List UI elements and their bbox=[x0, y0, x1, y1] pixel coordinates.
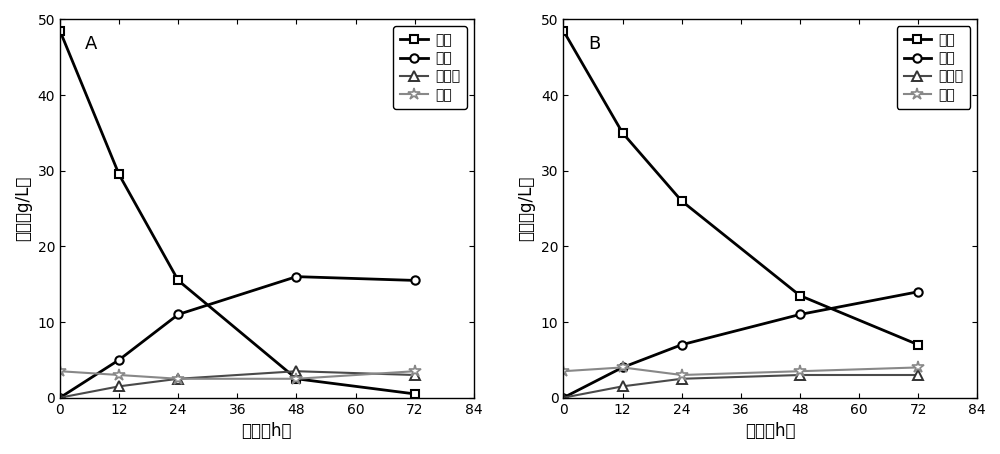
木糖醇 bbox=[676, 376, 688, 381]
乙酸 bbox=[794, 369, 806, 374]
乙酸 bbox=[912, 365, 924, 370]
X-axis label: 时间（h）: 时间（h） bbox=[242, 422, 292, 440]
乙酸 bbox=[557, 369, 569, 374]
乙醇 bbox=[557, 395, 569, 400]
乙醇 bbox=[794, 312, 806, 317]
Line: 木糖: 木糖 bbox=[56, 27, 419, 398]
Line: 乙酸: 乙酸 bbox=[54, 365, 421, 385]
Line: 乙醇: 乙醇 bbox=[56, 272, 419, 402]
Y-axis label: 浓度（g/L）: 浓度（g/L） bbox=[517, 176, 535, 241]
乙酸 bbox=[54, 369, 66, 374]
Text: A: A bbox=[85, 35, 97, 53]
乙醇 bbox=[113, 357, 125, 363]
乙醇 bbox=[617, 365, 629, 370]
乙酸 bbox=[290, 376, 302, 381]
木糖醇 bbox=[290, 369, 302, 374]
木糖醇 bbox=[912, 372, 924, 378]
乙酸 bbox=[676, 372, 688, 378]
木糖醇 bbox=[54, 395, 66, 400]
木糖 bbox=[54, 28, 66, 34]
Text: B: B bbox=[588, 35, 600, 53]
木糖 bbox=[676, 198, 688, 204]
木糖醇 bbox=[409, 372, 421, 378]
木糖醇 bbox=[617, 384, 629, 389]
乙醇 bbox=[290, 274, 302, 279]
木糖 bbox=[113, 172, 125, 177]
Y-axis label: 浓度（g/L）: 浓度（g/L） bbox=[14, 176, 32, 241]
木糖 bbox=[617, 130, 629, 136]
木糖 bbox=[290, 376, 302, 381]
X-axis label: 时间（h）: 时间（h） bbox=[745, 422, 796, 440]
Legend: 木糖, 乙醇, 木糖醇, 乙酸: 木糖, 乙醇, 木糖醇, 乙酸 bbox=[897, 26, 970, 109]
木糖 bbox=[794, 293, 806, 298]
Line: 乙醇: 乙醇 bbox=[559, 287, 922, 402]
乙醇 bbox=[912, 289, 924, 295]
乙酸 bbox=[409, 369, 421, 374]
Line: 乙酸: 乙酸 bbox=[557, 361, 924, 381]
Line: 木糖: 木糖 bbox=[559, 27, 922, 349]
乙酸 bbox=[617, 365, 629, 370]
木糖醇 bbox=[113, 384, 125, 389]
木糖醇 bbox=[172, 376, 184, 381]
乙酸 bbox=[172, 376, 184, 381]
木糖 bbox=[172, 278, 184, 283]
Line: 木糖醇: 木糖醇 bbox=[559, 370, 923, 403]
乙酸 bbox=[113, 372, 125, 378]
木糖 bbox=[912, 342, 924, 347]
木糖醇 bbox=[557, 395, 569, 400]
木糖醇 bbox=[794, 372, 806, 378]
Legend: 木糖, 乙醇, 木糖醇, 乙酸: 木糖, 乙醇, 木糖醇, 乙酸 bbox=[393, 26, 467, 109]
木糖 bbox=[409, 391, 421, 397]
乙醇 bbox=[409, 278, 421, 283]
乙醇 bbox=[676, 342, 688, 347]
乙醇 bbox=[172, 312, 184, 317]
乙醇 bbox=[54, 395, 66, 400]
木糖 bbox=[557, 28, 569, 34]
Line: 木糖醇: 木糖醇 bbox=[55, 366, 420, 403]
